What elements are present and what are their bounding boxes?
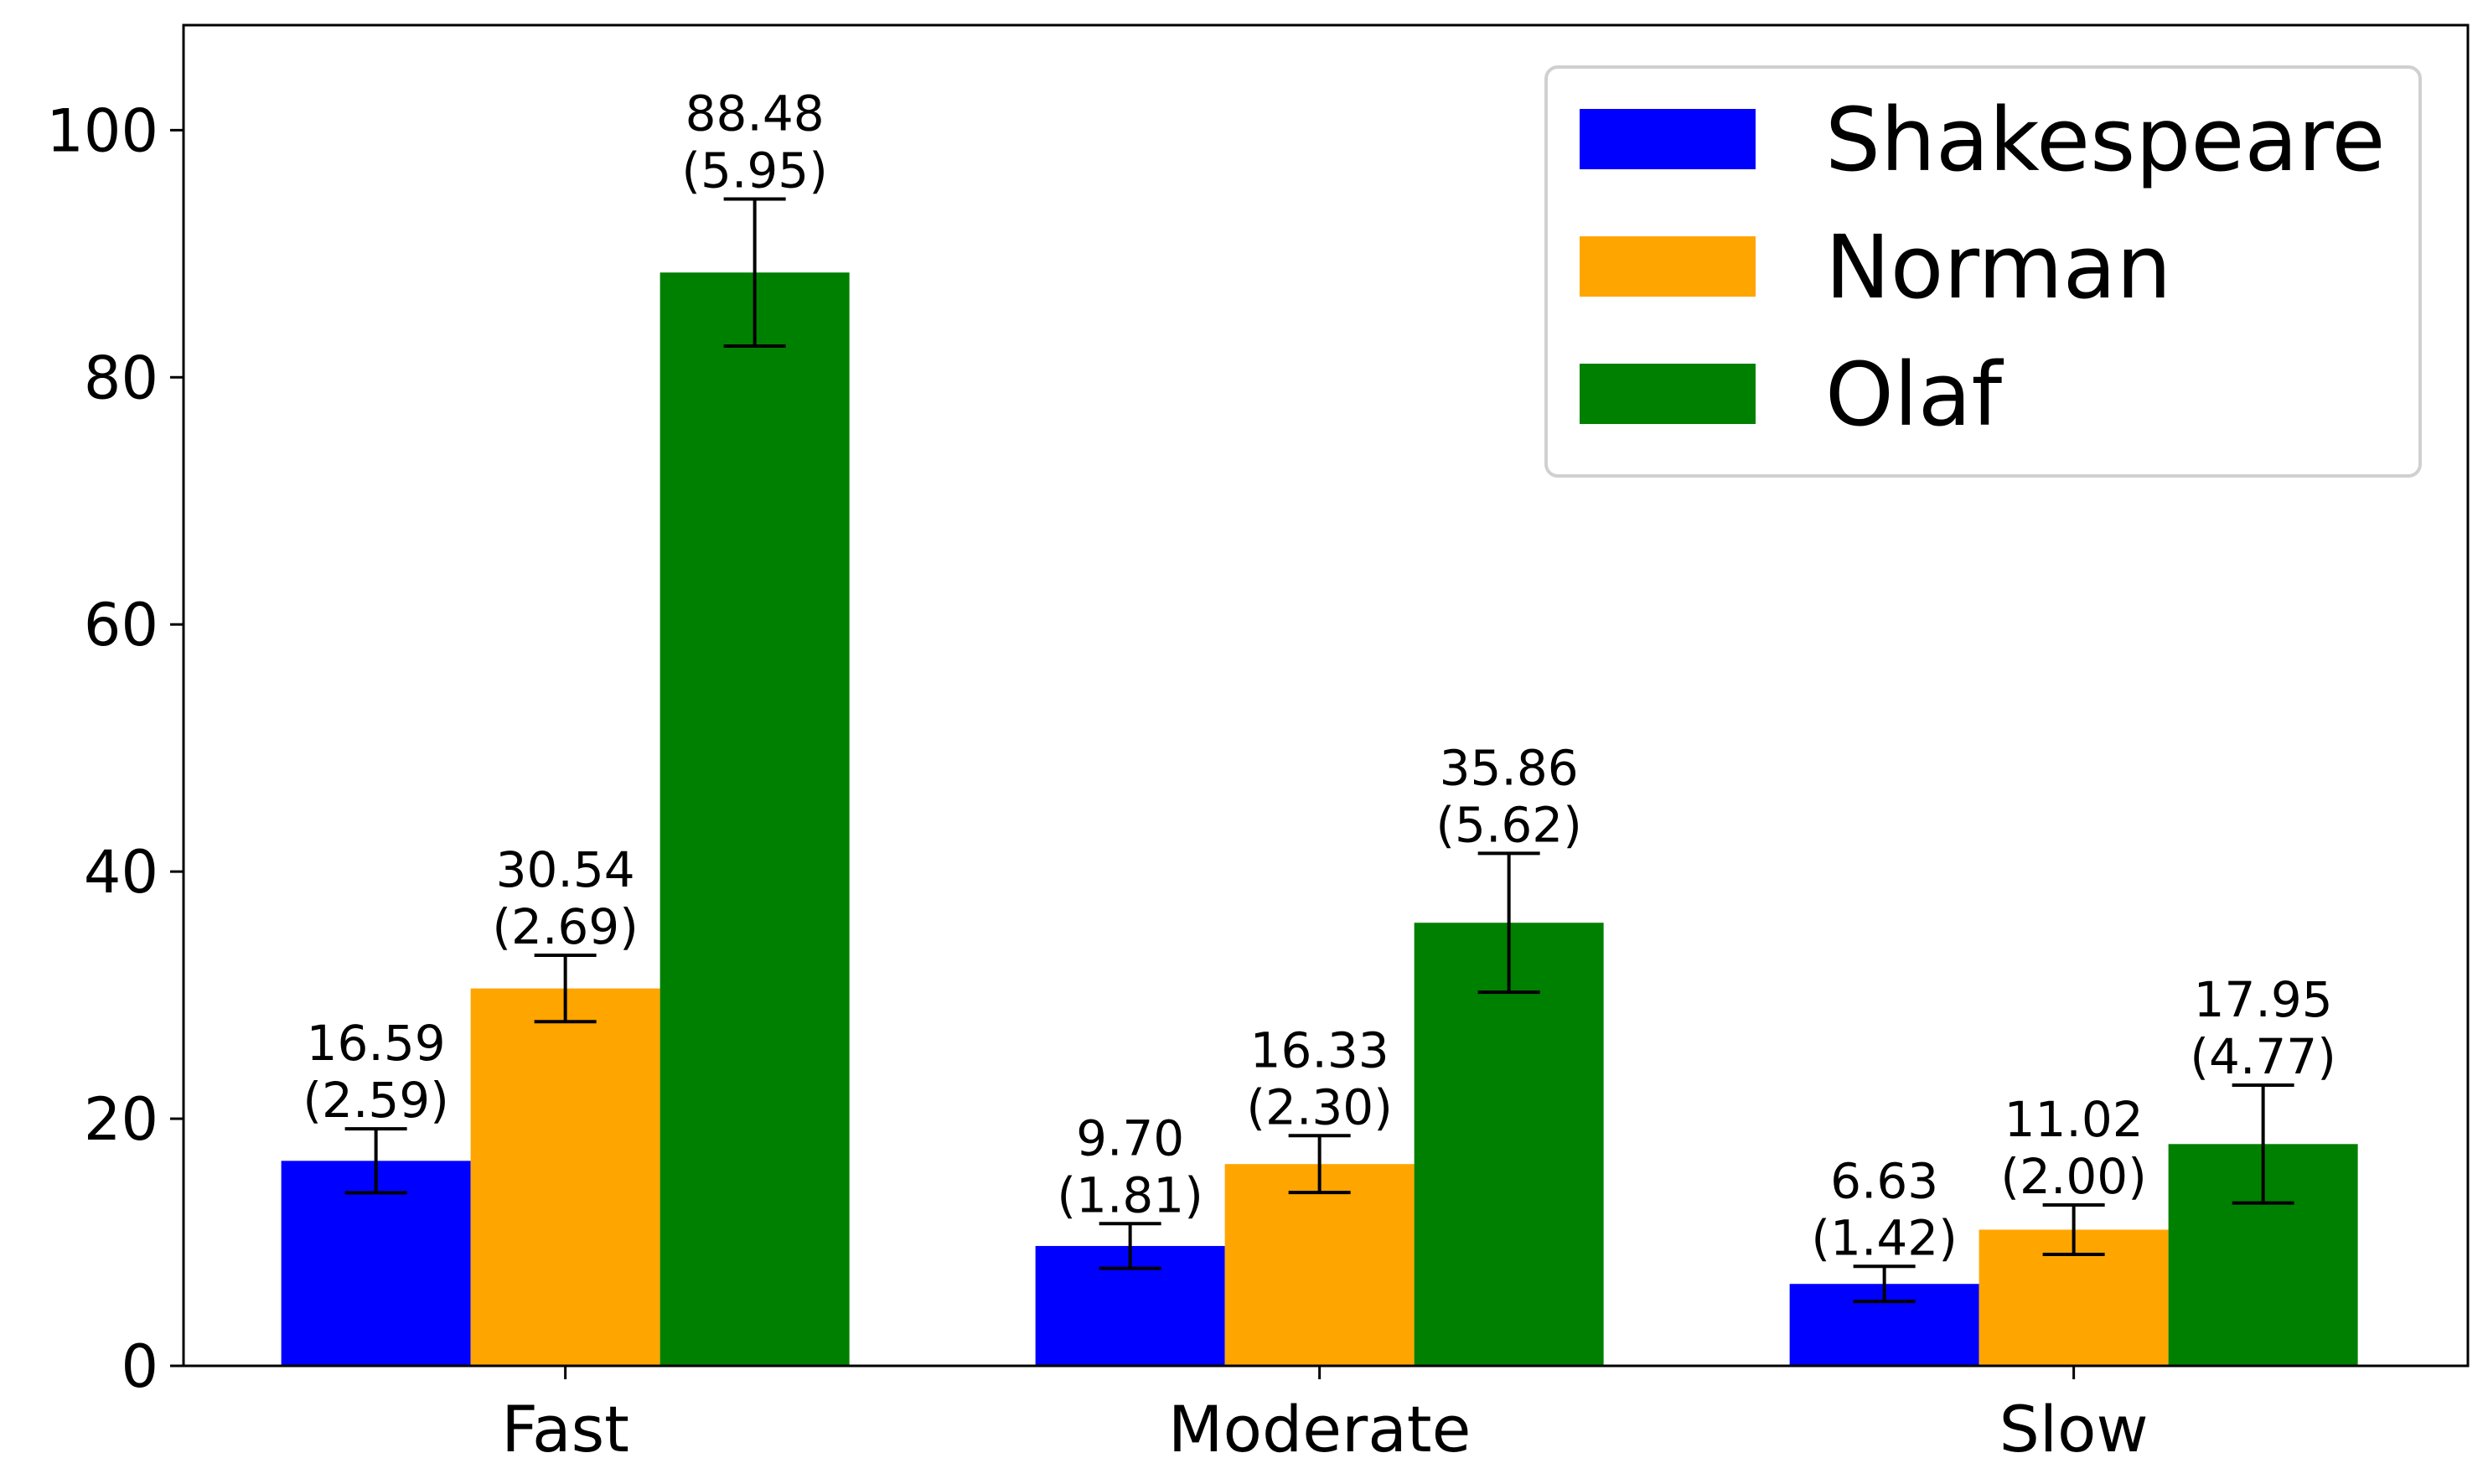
error-bar-shakespeare-fast	[344, 1127, 407, 1195]
legend-label-olaf: Olaf	[1825, 344, 2004, 446]
y-tick-label-60: 60	[84, 591, 158, 659]
value-label-norman-slow: 11.02	[2004, 1091, 2144, 1148]
error-label-shakespeare-slow: (1.42)	[1811, 1209, 1957, 1266]
y-axis: 0 20 40 60 80 100	[46, 96, 184, 1401]
error-bar-norman-slow	[2042, 1203, 2105, 1256]
error-bar-norman-fast	[534, 953, 597, 1024]
value-label-olaf-moderate: 35.86	[1440, 739, 1579, 796]
error-bar-norman-moderate	[1288, 1134, 1351, 1195]
error-label-olaf-slow: (4.77)	[2190, 1028, 2335, 1085]
error-label-norman-fast: (2.69)	[492, 898, 638, 955]
y-tick-label-20: 20	[84, 1085, 158, 1154]
value-label-norman-fast: 30.54	[496, 841, 635, 898]
bar-shakespeare-fast	[281, 1161, 471, 1366]
legend-swatch-shakespeare	[1580, 109, 1756, 169]
plot-frame	[182, 23, 2470, 1368]
error-label-shakespeare-fast: (2.59)	[303, 1072, 448, 1129]
y-tick-label-40: 40	[84, 838, 158, 907]
legend-frame	[1544, 65, 2422, 478]
error-bar-olaf-moderate	[1477, 851, 1540, 995]
bar-norman-fast	[470, 988, 660, 1366]
error-bar-shakespeare-moderate	[1099, 1222, 1161, 1270]
value-label-shakespeare-slow: 6.63	[1830, 1152, 1938, 1209]
legend: Shakespeare Norman Olaf	[1544, 65, 2422, 478]
bar-olaf-moderate	[1414, 923, 1604, 1366]
bar-olaf-fast	[660, 272, 850, 1366]
value-label-shakespeare-fast: 16.59	[307, 1015, 446, 1072]
error-label-norman-slow: (2.00)	[2000, 1148, 2146, 1205]
x-tick-label-slow: Slow	[1999, 1392, 2149, 1466]
error-label-shakespeare-moderate: (1.81)	[1057, 1166, 1203, 1223]
legend-swatch-olaf	[1580, 364, 1756, 424]
bars-group	[281, 272, 2358, 1366]
data-labels-group: 16.59(2.59)30.54(2.69)88.48(5.95)9.70(1.…	[303, 85, 2335, 1266]
value-label-shakespeare-moderate: 9.70	[1076, 1109, 1184, 1166]
x-axis: Fast Moderate Slow	[501, 1366, 2149, 1466]
value-label-olaf-slow: 17.95	[2194, 971, 2333, 1028]
x-tick-label-fast: Fast	[501, 1392, 629, 1466]
error-bars-group	[344, 197, 2294, 1304]
error-bar-olaf-fast	[723, 197, 786, 348]
error-label-olaf-moderate: (5.62)	[1435, 796, 1581, 853]
bar-norman-moderate	[1224, 1164, 1415, 1366]
y-tick-label-80: 80	[84, 344, 158, 412]
legend-swatch-norman	[1580, 236, 1756, 297]
y-tick-label-100: 100	[46, 96, 158, 165]
error-label-norman-moderate: (2.30)	[1246, 1078, 1392, 1135]
y-tick-label-0: 0	[121, 1332, 158, 1401]
value-label-norman-moderate: 16.33	[1250, 1021, 1389, 1078]
x-tick-label-moderate: Moderate	[1168, 1392, 1471, 1466]
legend-label-norman: Norman	[1825, 216, 2171, 318]
value-label-olaf-fast: 88.48	[685, 85, 825, 142]
error-bar-shakespeare-slow	[1853, 1264, 1916, 1304]
error-label-olaf-fast: (5.95)	[681, 142, 827, 199]
legend-label-shakespeare: Shakespeare	[1825, 89, 2386, 191]
error-bar-olaf-slow	[2232, 1083, 2294, 1205]
